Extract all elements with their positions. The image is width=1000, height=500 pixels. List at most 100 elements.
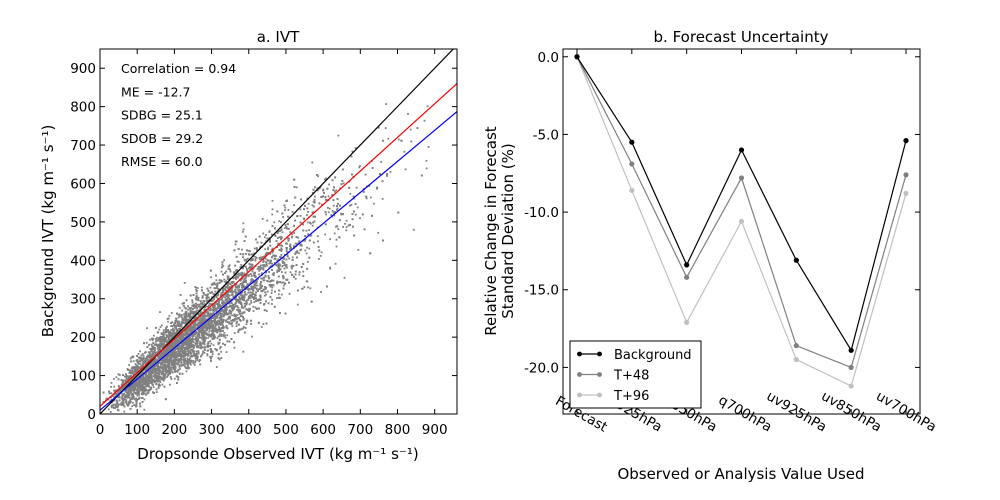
- scatter-point: [172, 327, 174, 330]
- scatter-point: [192, 323, 195, 325]
- scatter-point: [242, 350, 245, 353]
- scatter-point: [265, 293, 267, 296]
- scatter-point: [113, 385, 116, 388]
- scatter-point: [214, 347, 217, 350]
- scatter-point: [197, 340, 200, 342]
- scatter-point: [264, 265, 267, 268]
- scatter-point: [304, 249, 307, 252]
- scatter-point: [229, 283, 232, 286]
- scatter-point: [144, 357, 147, 360]
- scatter-point: [329, 266, 331, 269]
- scatter-point: [260, 264, 262, 267]
- scatter-point: [229, 309, 231, 312]
- scatter-point: [336, 209, 338, 211]
- scatter-point: [211, 291, 214, 294]
- scatter-point: [243, 326, 245, 328]
- scatter-point: [278, 265, 280, 268]
- scatter-point: [228, 310, 231, 312]
- scatter-point: [236, 308, 238, 311]
- scatter-point: [127, 388, 130, 391]
- scatter-point: [180, 314, 183, 317]
- scatter-point: [222, 321, 224, 324]
- scatter-point: [185, 370, 188, 373]
- scatter-point: [118, 374, 121, 376]
- scatter-point: [223, 306, 226, 309]
- scatter-point: [233, 272, 236, 275]
- scatter-point: [196, 335, 199, 337]
- scatter-point: [129, 401, 131, 404]
- scatter-point: [131, 401, 134, 404]
- scatter-point: [271, 298, 273, 301]
- scatter-point: [129, 357, 132, 360]
- scatter-point: [203, 314, 206, 317]
- scatter-point: [170, 378, 173, 380]
- scatter-point: [223, 332, 226, 334]
- scatter-point: [222, 295, 225, 298]
- scatter-point: [332, 204, 335, 207]
- scatter-point: [146, 355, 148, 358]
- scatter-point: [231, 291, 234, 294]
- scatter-point: [369, 196, 372, 199]
- scatter-point: [184, 366, 187, 369]
- scatter-point: [165, 327, 167, 329]
- scatter-point: [276, 246, 278, 248]
- scatter-point: [356, 206, 359, 209]
- scatter-point: [212, 316, 214, 319]
- scatter-point: [189, 362, 191, 364]
- scatter-point: [194, 326, 197, 329]
- scatter-point: [298, 273, 301, 276]
- scatter-point: [323, 178, 326, 181]
- scatter-point: [280, 250, 283, 252]
- scatter-point: [145, 394, 147, 396]
- scatter-point: [283, 284, 285, 287]
- scatter-point: [133, 391, 135, 393]
- scatter-point: [226, 285, 229, 288]
- scatter-point: [328, 183, 330, 186]
- scatter-point: [209, 320, 211, 322]
- scatter-point: [260, 286, 263, 289]
- scatter-point: [311, 204, 314, 207]
- scatter-point: [123, 410, 126, 413]
- scatter-point: [248, 303, 251, 306]
- scatter-point: [234, 264, 236, 267]
- scatter-point: [277, 230, 279, 233]
- scatter-point: [209, 286, 212, 289]
- scatter-point: [217, 357, 220, 359]
- scatter-point: [264, 248, 267, 251]
- scatter-point: [204, 324, 207, 327]
- scatter-point: [185, 314, 187, 317]
- scatter-point: [223, 313, 225, 316]
- scatter-point: [316, 235, 319, 237]
- scatter-point: [207, 321, 210, 324]
- scatter-point: [287, 209, 290, 211]
- scatter-point: [230, 307, 233, 310]
- scatter-point: [232, 290, 234, 293]
- scatter-point: [260, 290, 263, 292]
- scatter-point: [245, 321, 248, 323]
- scatter-point: [269, 241, 271, 243]
- scatter-point: [225, 280, 228, 283]
- scatter-point: [283, 227, 286, 230]
- scatter-point: [238, 284, 241, 287]
- scatter-point: [144, 388, 146, 391]
- scatter-point: [206, 354, 209, 357]
- scatter-point: [285, 248, 288, 251]
- scatter-point: [269, 253, 272, 255]
- scatter-point: [271, 273, 274, 276]
- scatter-point: [345, 226, 348, 228]
- scatter-point: [154, 369, 156, 371]
- scatter-point: [225, 305, 228, 307]
- scatter-point: [283, 264, 286, 266]
- scatter-point: [221, 289, 224, 292]
- scatter-point: [195, 288, 197, 291]
- scatter-point: [191, 315, 194, 318]
- scatter-point: [247, 289, 250, 292]
- scatter-point: [112, 404, 114, 407]
- scatter-point: [175, 319, 178, 322]
- scatter-point: [128, 364, 131, 366]
- scatter-point: [427, 146, 430, 148]
- scatter-point: [201, 303, 204, 305]
- scatter-point: [148, 377, 150, 380]
- scatter-point: [322, 188, 325, 191]
- scatter-point: [249, 282, 251, 285]
